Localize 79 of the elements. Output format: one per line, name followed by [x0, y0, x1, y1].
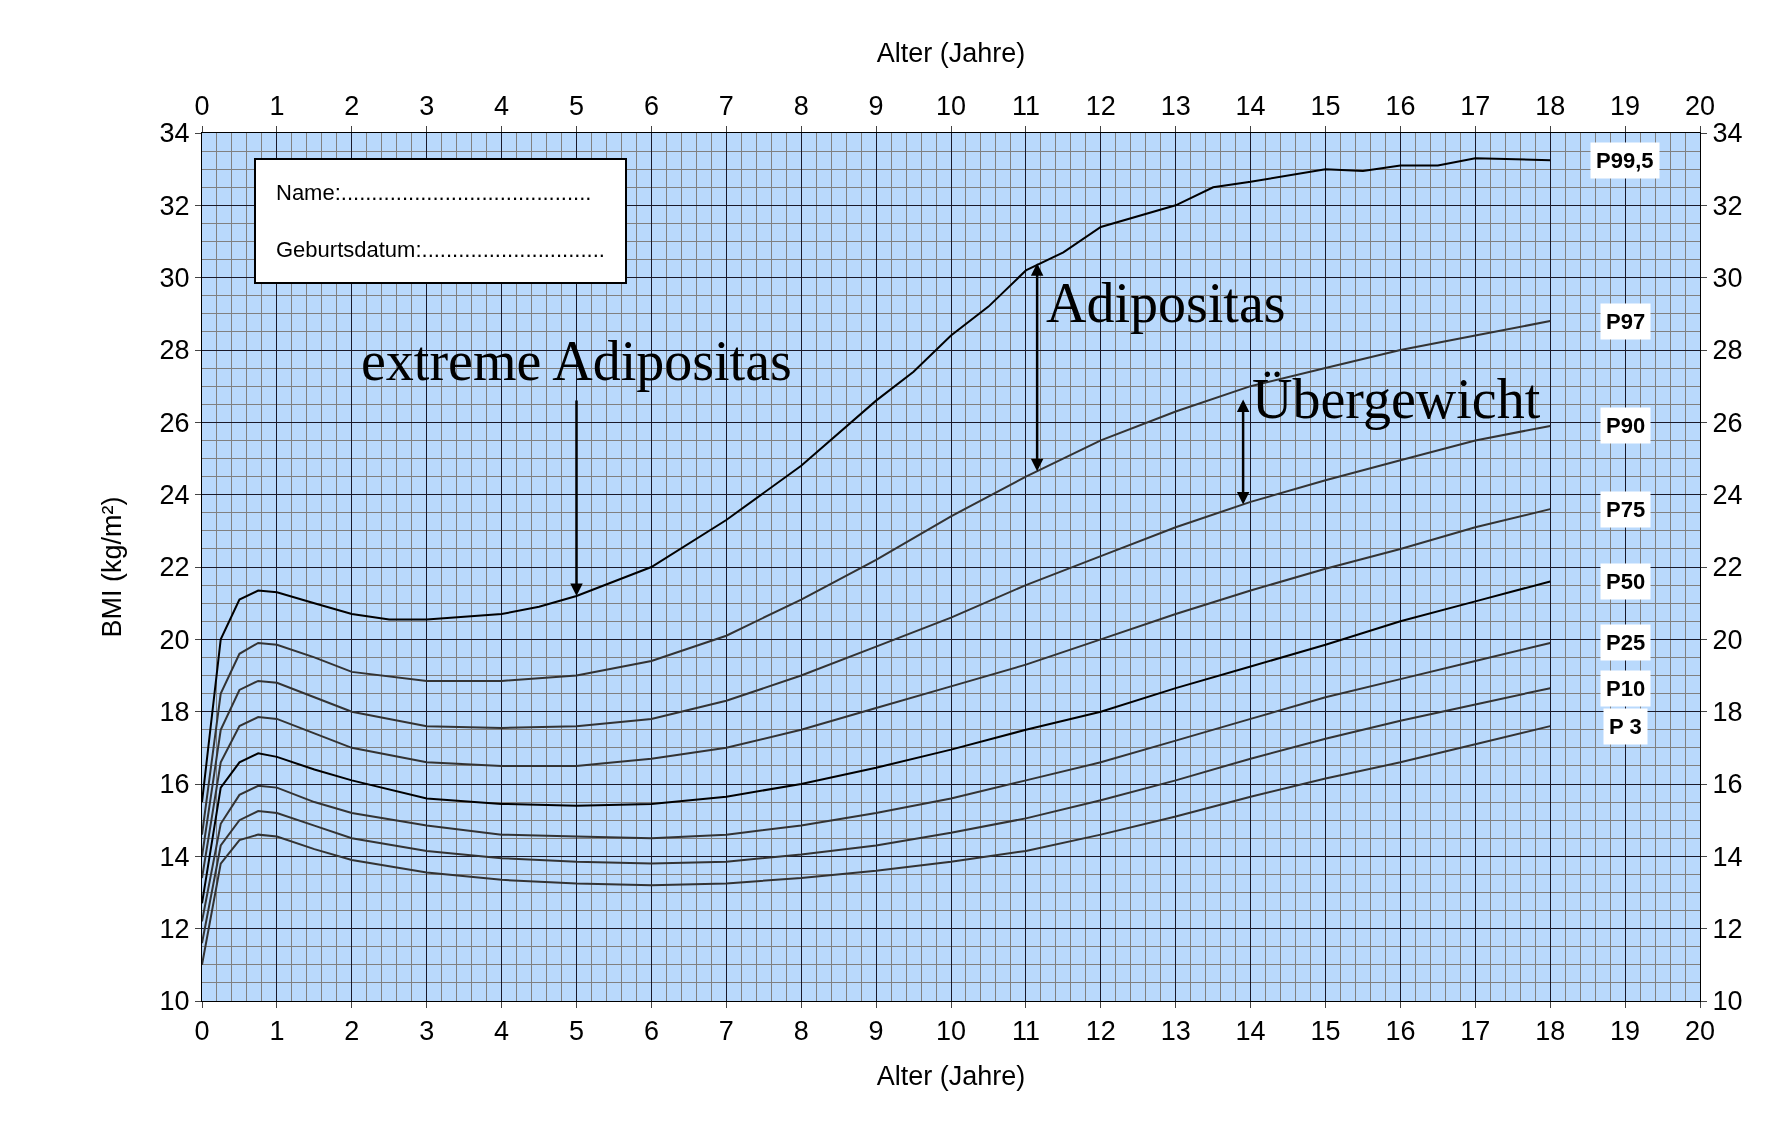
x-tick-label: 4 [494, 91, 510, 122]
text: P10 [1606, 676, 1646, 701]
y-tick-label: 28 [159, 335, 190, 366]
x2-tick-label: 14 [1235, 1016, 1266, 1047]
y2-tick-label: 18 [1712, 697, 1743, 728]
x-tick-label: 17 [1460, 91, 1491, 122]
y-tick-label: 22 [159, 552, 190, 583]
y-tick-label: 24 [159, 480, 190, 511]
x2-tick-label: 18 [1535, 1016, 1566, 1047]
y-tick-label: 34 [159, 118, 190, 149]
y-axis-title: BMI (kg/m²) [96, 496, 127, 638]
x2-tick-label: 8 [793, 1016, 809, 1047]
y2-tick-label: 16 [1712, 769, 1743, 800]
x2-tick-label: 19 [1610, 1016, 1641, 1047]
x2-tick-label: 17 [1460, 1016, 1491, 1047]
x2-tick-label: 11 [1011, 1016, 1040, 1047]
y-tick-label: 12 [159, 914, 190, 945]
text: P97 [1606, 309, 1646, 334]
text: P 3 [1609, 714, 1642, 739]
text: P75 [1606, 497, 1646, 522]
y-tick-label: 16 [159, 769, 190, 800]
x-tick-label: 0 [194, 91, 210, 122]
y2-tick-label: 20 [1712, 624, 1743, 655]
x-tick-label: 14 [1235, 91, 1266, 122]
y2-tick-label: 28 [1712, 335, 1743, 366]
x-tick-label: 8 [793, 91, 809, 122]
x-tick-label: 12 [1085, 91, 1116, 122]
y-tick-label: 14 [159, 841, 190, 872]
x-tick-label: 18 [1535, 91, 1566, 122]
text: P99,5 [1596, 148, 1654, 173]
x2-axis-title: Alter (Jahre) [876, 38, 1026, 69]
x2-tick-label: 2 [344, 1016, 360, 1047]
x2-tick-label: 0 [194, 1016, 210, 1047]
x2-tick-label: 10 [935, 1016, 967, 1047]
y2-tick-label: 30 [1712, 263, 1743, 294]
x2-tick-label: 7 [718, 1016, 734, 1047]
y-tick-label: 30 [159, 263, 190, 294]
y2-tick-label: 26 [1712, 407, 1743, 438]
x2-tick-label: 1 [269, 1016, 285, 1047]
y2-tick-label: 32 [1712, 190, 1743, 221]
x-tick-label: 9 [868, 91, 884, 122]
x-tick-label: 10 [935, 91, 967, 122]
y-tick-label: 32 [159, 190, 190, 221]
y-tick-label: 18 [159, 697, 190, 728]
x2-tick-label: 16 [1385, 1016, 1416, 1047]
x-tick-label: 11 [1011, 91, 1040, 122]
x-tick-label: 2 [344, 91, 360, 122]
x2-tick-label: 13 [1160, 1016, 1191, 1047]
y2-tick-label: 22 [1712, 552, 1743, 583]
y2-tick-label: 14 [1712, 841, 1743, 872]
x-tick-label: 3 [419, 91, 435, 122]
x2-tick-label: 20 [1684, 1016, 1716, 1047]
annotation: Geburtsdatum:.............................. [276, 237, 605, 263]
x-tick-label: 1 [269, 91, 285, 122]
y-tick-label: 20 [159, 624, 190, 655]
annotation: Name:......................................... [276, 180, 592, 205]
x2-tick-label: 9 [868, 1016, 884, 1047]
x-tick-label: 6 [643, 91, 659, 122]
y-tick-label: 26 [159, 407, 190, 438]
x-tick-label: 13 [1160, 91, 1191, 122]
x-tick-label: 5 [568, 91, 585, 122]
x2-tick-label: 12 [1085, 1016, 1116, 1047]
text: P25 [1606, 630, 1646, 655]
x-tick-label: 16 [1385, 91, 1416, 122]
x2-tick-label: 4 [494, 1016, 510, 1047]
x-tick-label: 19 [1610, 91, 1641, 122]
x2-tick-label: 15 [1310, 1016, 1341, 1047]
x2-tick-label: 3 [419, 1016, 435, 1047]
text: P50 [1606, 569, 1646, 594]
x2-tick-label: 5 [568, 1016, 585, 1047]
x-axis-title: Alter (Jahre) [876, 1060, 1026, 1091]
y2-tick-label: 24 [1712, 480, 1743, 511]
y-tick-label: 10 [159, 986, 190, 1017]
y2-tick-label: 12 [1712, 914, 1743, 945]
text: P90 [1606, 413, 1646, 438]
x-tick-label: 15 [1310, 91, 1341, 122]
y2-tick-label: 10 [1712, 986, 1743, 1017]
x2-tick-label: 6 [643, 1016, 659, 1047]
x-tick-label: 7 [718, 91, 734, 122]
